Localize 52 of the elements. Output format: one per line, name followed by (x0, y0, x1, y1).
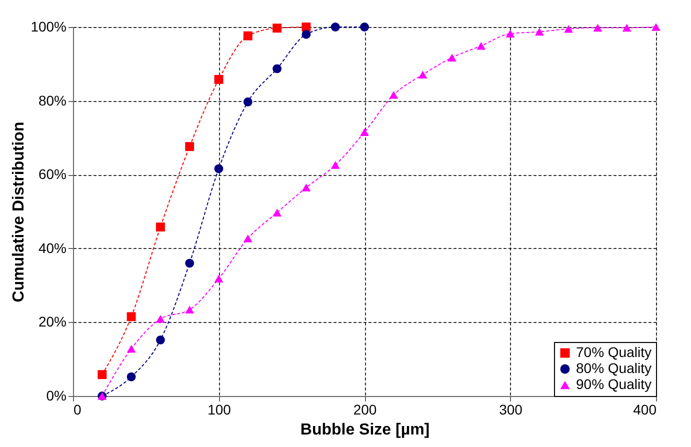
point (330, 22, 340, 32)
point (243, 234, 252, 242)
x-tick-label: 200 (353, 402, 377, 418)
point (243, 97, 252, 106)
point (534, 28, 544, 36)
point (302, 22, 311, 32)
point (156, 222, 165, 232)
y-axis-title: Cumulative Distribution (10, 122, 28, 302)
point (156, 335, 165, 344)
y-tick-label: 60% (38, 166, 66, 182)
point (214, 74, 224, 84)
point (476, 42, 486, 50)
point (243, 31, 252, 40)
y-tick-label: 40% (38, 240, 66, 256)
point (272, 208, 282, 216)
point (272, 24, 282, 33)
point (506, 30, 515, 38)
point (185, 258, 194, 268)
x-axis-title: Bubble Size [µm] (300, 422, 430, 438)
point (185, 142, 194, 152)
point (214, 274, 224, 283)
legend-label: 70% Quality (576, 344, 652, 360)
point (302, 184, 311, 192)
point (302, 30, 311, 39)
point (360, 22, 369, 32)
y-tick-label: 20% (38, 314, 66, 330)
y-tick-label: 80% (38, 92, 66, 108)
legend-label: 80% Quality (576, 360, 652, 376)
point (418, 70, 428, 78)
point (214, 164, 224, 174)
point (447, 54, 456, 62)
y-tick-label: 0% (46, 388, 66, 404)
y-tick-label: 100% (30, 18, 66, 34)
point (156, 315, 165, 323)
point (360, 128, 369, 136)
point (564, 24, 574, 33)
x-tick-label: 100 (208, 402, 232, 418)
point (185, 306, 194, 314)
point (593, 24, 602, 32)
point (272, 64, 282, 74)
x-tick-label: 0 (74, 402, 82, 418)
x-tick-label: 400 (633, 402, 657, 418)
point (652, 23, 660, 31)
point (126, 372, 136, 382)
point (622, 24, 632, 32)
point (389, 91, 398, 99)
point (98, 370, 107, 380)
point (126, 312, 136, 322)
x-tick-label: 300 (499, 402, 523, 418)
legend-label: 90% Quality (576, 376, 652, 392)
point (126, 344, 136, 353)
point (330, 161, 340, 169)
